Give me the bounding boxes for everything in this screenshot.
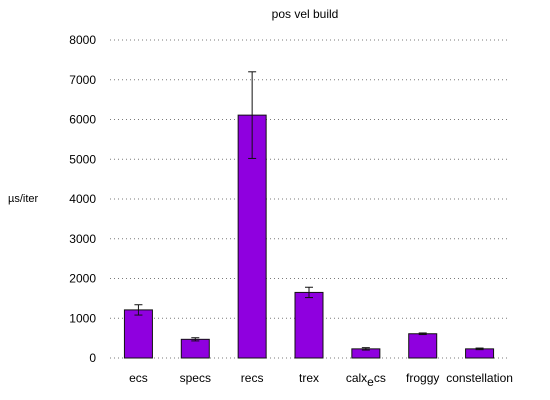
- y-tick-labels: 0 1000 2000 3000 4000 5000 6000 7000 8000: [69, 33, 96, 365]
- x-tick-label-part: cs: [374, 371, 386, 385]
- y-tick-label: 3000: [69, 232, 96, 246]
- bar-froggy: [408, 333, 438, 359]
- bar-specs: [180, 338, 210, 359]
- bars-layer: [123, 114, 495, 359]
- error-bars-layer: [134, 71, 484, 351]
- x-tick-label: constellation: [446, 371, 513, 385]
- bar-ecs: [123, 309, 153, 359]
- y-tick-label: 5000: [69, 152, 96, 166]
- bar-constellation: [465, 348, 495, 359]
- y-tick-label: 6000: [69, 113, 96, 127]
- bar-trex: [294, 291, 324, 359]
- y-tick-label: 7000: [69, 73, 96, 87]
- y-tick-label: 4000: [69, 192, 96, 206]
- x-tick-label: calxecs: [346, 371, 386, 389]
- x-tick-labels: ecs specs recs trex calxecs froggy constellati…: [129, 371, 513, 389]
- x-tick-label: specs: [180, 371, 211, 385]
- x-tick-label: trex: [299, 371, 319, 385]
- y-axis-label: µs/iter: [8, 193, 39, 205]
- y-tick-label: 8000: [69, 33, 96, 47]
- x-tick-label: froggy: [406, 371, 439, 385]
- x-tick-label: recs: [241, 371, 264, 385]
- y-tick-label: 0: [89, 351, 96, 365]
- x-tick-label-subscript: e: [367, 375, 374, 389]
- chart-title: pos vel build: [272, 7, 339, 21]
- x-tick-label: ecs: [129, 371, 148, 385]
- y-tick-label: 1000: [69, 311, 96, 325]
- y-tick-label: 2000: [69, 272, 96, 286]
- x-tick-label-part: calx: [346, 371, 367, 385]
